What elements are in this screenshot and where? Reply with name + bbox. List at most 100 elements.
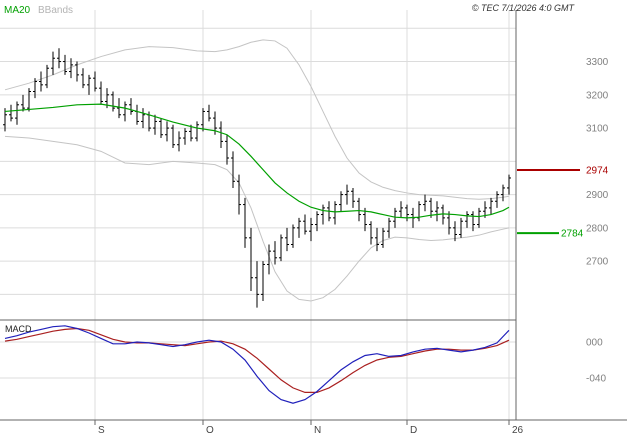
macd-y-label--40: -040 <box>586 374 606 385</box>
candle <box>195 121 199 142</box>
candle <box>339 191 343 212</box>
x-label-N: N <box>314 425 321 436</box>
candle <box>63 54 67 75</box>
candle <box>345 184 349 205</box>
candle <box>69 58 73 79</box>
y-label-3200: 3200 <box>586 90 609 101</box>
candle <box>357 197 361 222</box>
candle <box>33 78 37 99</box>
candle <box>441 204 445 225</box>
candle <box>423 194 427 212</box>
candle <box>351 187 355 208</box>
candle <box>81 68 85 89</box>
candle <box>297 217 301 238</box>
candle <box>165 121 169 142</box>
candle <box>123 101 127 122</box>
x-label-26: 26 <box>512 425 524 436</box>
candle <box>39 71 43 92</box>
candle <box>321 204 325 225</box>
candle <box>129 98 133 115</box>
candle <box>225 134 229 165</box>
x-label-S: S <box>98 425 105 436</box>
macd-y-label-0: 000 <box>586 338 603 349</box>
level-label-resistance: 2974 <box>586 165 609 176</box>
candle <box>237 174 241 215</box>
axis-layer: S O N D 26 2974 2784 3300 3200 3100 2900 2800 2700 00… <box>0 10 627 436</box>
candle <box>261 261 265 302</box>
candle <box>189 124 193 142</box>
candle <box>369 221 373 245</box>
candle <box>291 224 295 248</box>
macd-line <box>4 325 510 404</box>
x-label-D: D <box>410 425 417 436</box>
candle <box>447 211 451 235</box>
candle <box>51 51 55 75</box>
candle <box>507 174 511 195</box>
candle <box>177 131 181 152</box>
candle <box>315 211 319 232</box>
candle <box>285 227 289 252</box>
bollinger-lower-band <box>4 135 510 302</box>
ma20-line <box>4 103 510 219</box>
candle <box>453 221 457 242</box>
candle <box>435 201 439 222</box>
candle <box>153 114 157 135</box>
candle <box>231 151 235 188</box>
x-label-O: O <box>206 425 214 436</box>
candle <box>489 197 493 215</box>
candle <box>309 217 313 242</box>
candle <box>111 91 115 112</box>
candle <box>381 227 385 248</box>
candle <box>207 104 211 122</box>
candle <box>87 74 91 95</box>
candle <box>273 241 277 265</box>
copyright-text: © TEC 7/1/2026 4:0 GMT <box>472 3 576 13</box>
y-label-2700: 2700 <box>586 257 609 268</box>
candle <box>201 108 205 132</box>
candle <box>9 104 13 122</box>
candle <box>27 88 31 112</box>
candle <box>267 244 271 275</box>
candle <box>375 227 379 252</box>
candle <box>135 104 139 125</box>
candle <box>417 201 421 222</box>
y-label-2800: 2800 <box>586 223 609 234</box>
candle <box>303 214 307 235</box>
candle <box>405 204 409 222</box>
candle <box>57 48 61 69</box>
candle <box>465 211 469 228</box>
candle <box>477 207 481 228</box>
candle <box>183 128 187 145</box>
candle <box>471 211 475 232</box>
bollinger-upper-band <box>4 39 510 200</box>
candle <box>171 124 175 149</box>
candle <box>333 201 337 225</box>
y-label-3300: 3300 <box>586 57 609 68</box>
candle <box>501 184 505 202</box>
candle <box>255 261 259 308</box>
candle <box>279 234 283 262</box>
ma20-legend-label: MA20 <box>4 5 31 16</box>
bbands-legend-label: BBands <box>38 5 73 16</box>
candle <box>249 227 253 292</box>
candle <box>399 201 403 218</box>
candle <box>387 217 391 238</box>
candle <box>3 108 7 132</box>
macd-panel-label: MACD <box>5 324 32 334</box>
y-label-2900: 2900 <box>586 190 609 201</box>
macd-signal-line <box>4 327 510 393</box>
series-layer <box>3 39 580 404</box>
candle <box>219 121 223 149</box>
candle <box>45 64 49 89</box>
candle <box>99 81 103 105</box>
y-label-3100: 3100 <box>586 124 609 135</box>
level-label-support: 2784 <box>561 229 584 240</box>
candle <box>21 94 25 112</box>
candle <box>495 191 499 208</box>
candle <box>243 197 247 248</box>
candle <box>75 61 79 82</box>
candle <box>459 217 463 238</box>
candle <box>429 197 433 218</box>
